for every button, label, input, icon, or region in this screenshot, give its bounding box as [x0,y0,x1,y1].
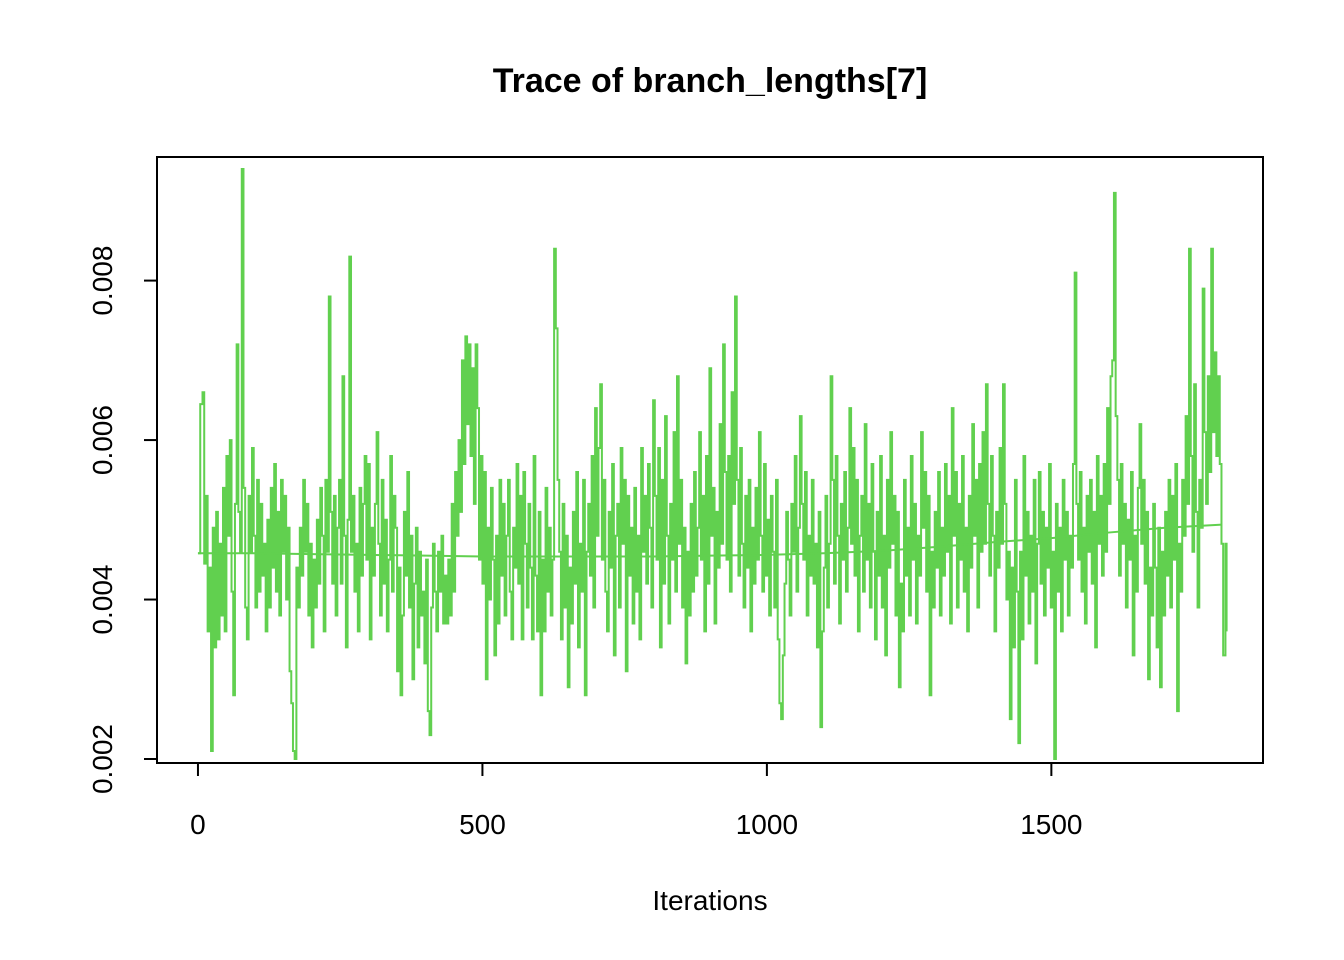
y-tick-label: 0.002 [87,724,118,794]
x-tick-label: 500 [459,809,506,840]
x-tick-label: 1000 [736,809,798,840]
y-tick-label: 0.004 [87,565,118,635]
y-axis: 0.002 0.004 0.006 0.008 [87,246,158,794]
y-tick-label: 0.008 [87,246,118,316]
x-tick-label: 1500 [1020,809,1082,840]
x-tick-label: 0 [190,809,206,840]
y-tick-label: 0.006 [87,405,118,475]
trace-series-group [197,167,1228,761]
x-axis: 0 500 1000 1500 [190,762,1083,840]
x-axis-label: Iterations [652,885,767,916]
chart-title: Trace of branch_lengths[7] [493,62,928,100]
smoothed-mean-line [197,523,1223,558]
trace-line [197,167,1228,761]
